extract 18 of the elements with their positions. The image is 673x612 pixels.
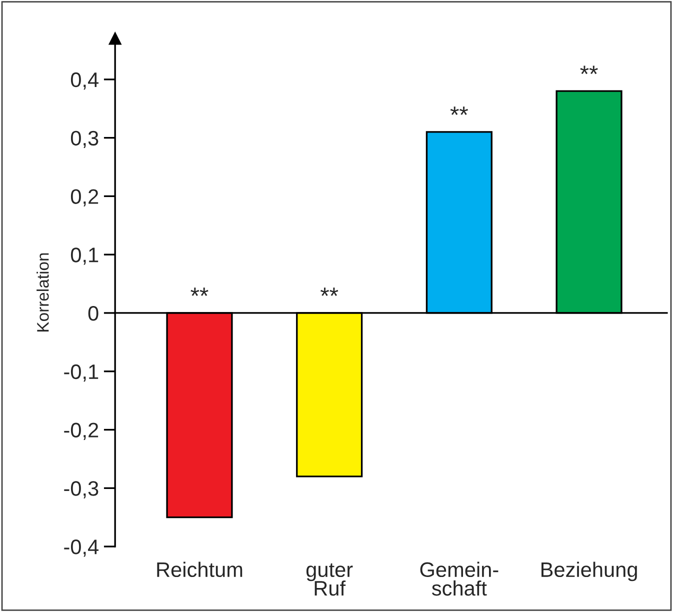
x-tick-label: Reichtum xyxy=(157,562,242,578)
y-tick-label: 0,4 xyxy=(70,72,99,90)
y-tick-label: 0,3 xyxy=(70,130,98,148)
y-tick-label: 0,2 xyxy=(70,189,98,206)
y-tick-label: 0,1 xyxy=(70,248,98,265)
y-tick-label: -0,2 xyxy=(64,422,98,440)
y-tick-label: -0,1 xyxy=(64,364,98,382)
annotation: ** xyxy=(190,288,208,296)
y-tick-label: 0 xyxy=(88,306,98,321)
annotation: ** xyxy=(450,106,468,115)
y-tick-label: -0,4 xyxy=(64,540,99,557)
x-tick-label: Beziehung xyxy=(542,562,637,582)
annotation: ** xyxy=(580,66,598,74)
annotation: ** xyxy=(320,288,338,296)
x-tick-label: Gemein- schaft xyxy=(420,562,498,596)
y-axis-title: Korrelation xyxy=(36,253,49,332)
y-tick-label: -0,3 xyxy=(64,481,98,498)
x-tick-label: guter Ruf xyxy=(306,563,353,596)
